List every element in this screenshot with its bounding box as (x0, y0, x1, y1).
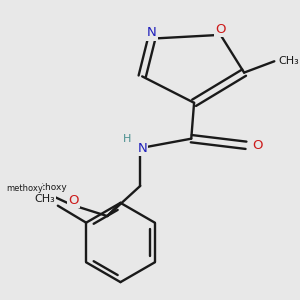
Text: N: N (137, 142, 147, 154)
Text: CH₃: CH₃ (34, 194, 55, 204)
Text: O: O (68, 194, 79, 206)
Text: O: O (252, 139, 262, 152)
Text: methoxy: methoxy (6, 184, 43, 193)
Text: H: H (123, 134, 131, 144)
Text: methoxy: methoxy (27, 183, 67, 192)
Text: N: N (147, 26, 157, 40)
Text: O: O (215, 23, 226, 36)
Text: CH₃: CH₃ (278, 56, 299, 66)
